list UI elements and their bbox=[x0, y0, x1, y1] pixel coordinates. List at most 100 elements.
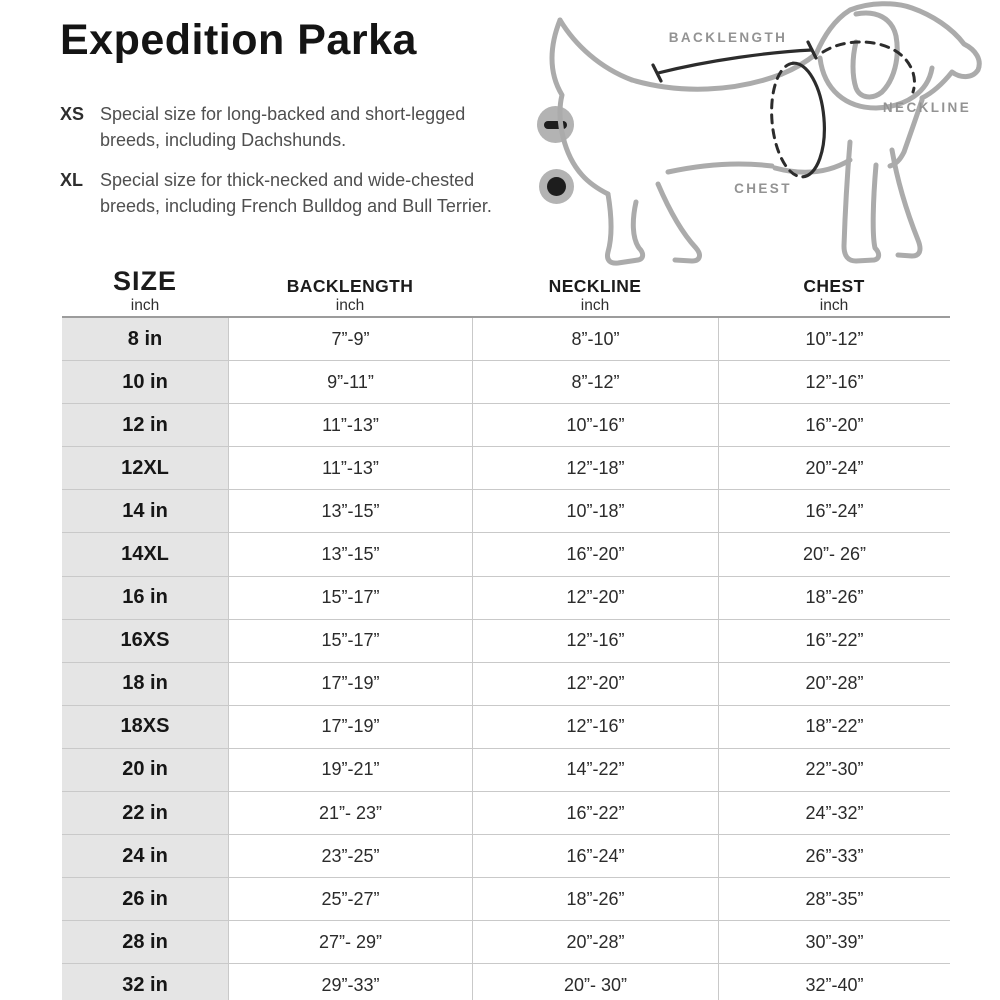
table-row: 12 in 11”-13” 10”-16” 16”-20” bbox=[62, 403, 950, 447]
column-header-chest-label: CHEST bbox=[803, 276, 865, 296]
column-header-size-unit: inch bbox=[130, 297, 160, 314]
size-cell: 26 in bbox=[62, 878, 228, 921]
table-row: 22 in 21”- 23” 16”-22” 24”-32” bbox=[62, 791, 950, 835]
column-header-chest: CHEST inch bbox=[718, 276, 950, 318]
table-row: 20 in 19”-21” 14”-22” 22”-30” bbox=[62, 747, 950, 792]
neckline-cell: 16”-24” bbox=[472, 835, 718, 878]
table-row: 8 in 7”-9” 8”-10” 10”-12” bbox=[62, 318, 950, 361]
neckline-cell: 12”-18” bbox=[472, 447, 718, 490]
neckline-cell: 8”-10” bbox=[472, 318, 718, 361]
size-cell: 16XS bbox=[62, 619, 228, 662]
dog-outline bbox=[549, 1, 982, 266]
table-row: 18XS 17”-19” 12”-16” 18”-22” bbox=[62, 704, 950, 748]
size-cell: 28 in bbox=[62, 921, 228, 964]
size-cell: 24 in bbox=[62, 835, 228, 878]
table-row: 26 in 25”-27” 18”-26” 28”-35” bbox=[62, 877, 950, 921]
backlength-tick-right bbox=[806, 40, 818, 60]
column-header-neckline-label: NECKLINE bbox=[548, 276, 642, 296]
backlength-cell: 11”-13” bbox=[228, 447, 472, 490]
neckline-cell: 20”- 30” bbox=[472, 964, 718, 1000]
note-xs-label: XS bbox=[60, 104, 85, 124]
table-row: 28 in 27”- 29” 20”-28” 30”-39” bbox=[62, 920, 950, 964]
chest-cell: 28”-35” bbox=[718, 878, 950, 921]
note-xl: XL Special size for thick-necked and wid… bbox=[60, 167, 530, 219]
neckline-cell: 12”-20” bbox=[472, 576, 718, 619]
flat-measurement-icon bbox=[537, 106, 574, 143]
size-cell: 32 in bbox=[62, 964, 228, 1000]
chest-cell: 20”-28” bbox=[718, 662, 950, 705]
backlength-cell: 9”-11” bbox=[228, 361, 472, 404]
size-cell: 18 in bbox=[62, 662, 228, 705]
backlength-cell: 27”- 29” bbox=[228, 921, 472, 964]
backlength-tick-left bbox=[651, 63, 663, 83]
backlength-cell: 21”- 23” bbox=[228, 792, 472, 835]
size-cell: 16 in bbox=[62, 576, 228, 619]
table-row: 10 in 9”-11” 8”-12” 12”-16” bbox=[62, 360, 950, 404]
backlength-cell: 17”-19” bbox=[228, 662, 472, 705]
table-row: 18 in 17”-19” 12”-20” 20”-28” bbox=[62, 661, 950, 705]
neckline-dashed-arc bbox=[821, 40, 916, 94]
dot-glyph bbox=[547, 177, 566, 196]
size-cell: 14 in bbox=[62, 490, 228, 533]
size-cell: 20 in bbox=[62, 748, 228, 792]
column-header-neckline: NECKLINE inch bbox=[472, 276, 718, 318]
chest-girth-ellipse bbox=[770, 61, 826, 179]
chest-cell: 22”-30” bbox=[718, 748, 950, 792]
backlength-cell: 17”-19” bbox=[228, 705, 472, 748]
note-xs-text: Special size for long-backed and short-l… bbox=[100, 104, 466, 151]
size-cell: 10 in bbox=[62, 361, 228, 404]
neckline-cell: 20”-28” bbox=[472, 921, 718, 964]
chest-cell: 20”-24” bbox=[718, 447, 950, 490]
chest-cell: 18”-22” bbox=[718, 705, 950, 748]
column-header-neckline-unit: inch bbox=[580, 297, 610, 314]
size-cell: 12XL bbox=[62, 447, 228, 490]
table-row: 14 in 13”-15” 10”-18” 16”-24” bbox=[62, 489, 950, 533]
neckline-cell: 10”-18” bbox=[472, 490, 718, 533]
dog-diagram: BACKLENGTH NECKLINE CHEST bbox=[520, 0, 1000, 270]
backlength-cell: 23”-25” bbox=[228, 835, 472, 878]
chest-cell: 10”-12” bbox=[718, 318, 950, 361]
table-row: 12XL 11”-13” 12”-18” 20”-24” bbox=[62, 446, 950, 490]
size-cell: 18XS bbox=[62, 705, 228, 748]
neckline-cell: 10”-16” bbox=[472, 404, 718, 447]
chest-cell: 30”-39” bbox=[718, 921, 950, 964]
backlength-cell: 29”-33” bbox=[228, 964, 472, 1000]
column-header-backlength-label: BACKLENGTH bbox=[286, 276, 414, 296]
backlength-cell: 19”-21” bbox=[228, 748, 472, 792]
size-table-body: 8 in 7”-9” 8”-10” 10”-12” 10 in 9”-11” 8”-12” 1… bbox=[62, 316, 950, 1000]
neckline-cell: 16”-20” bbox=[472, 533, 718, 576]
neckline-cell: 8”-12” bbox=[472, 361, 718, 404]
size-cell: 22 in bbox=[62, 792, 228, 835]
backlength-diagram-label: BACKLENGTH bbox=[669, 30, 788, 45]
chest-diagram-label: CHEST bbox=[734, 181, 792, 196]
neckline-cell: 14”-22” bbox=[472, 748, 718, 792]
backlength-cell: 25”-27” bbox=[228, 878, 472, 921]
page-title: Expedition Parka bbox=[60, 16, 417, 64]
neckline-cell: 18”-26” bbox=[472, 878, 718, 921]
size-cell: 12 in bbox=[62, 404, 228, 447]
column-header-backlength: BACKLENGTH inch bbox=[228, 276, 472, 318]
chest-cell: 24”-32” bbox=[718, 792, 950, 835]
backlength-cell: 13”-15” bbox=[228, 490, 472, 533]
neckline-cell: 12”-20” bbox=[472, 662, 718, 705]
size-table-header: SIZE inch BACKLENGTH inch NECKLINE inch … bbox=[62, 266, 950, 316]
column-header-size: SIZE inch bbox=[62, 266, 228, 318]
column-header-chest-unit: inch bbox=[819, 297, 849, 314]
table-row: 14XL 13”-15” 16”-20” 20”- 26” bbox=[62, 532, 950, 576]
size-cell: 14XL bbox=[62, 533, 228, 576]
chest-cell: 18”-26” bbox=[718, 576, 950, 619]
table-row: 16 in 15”-17” 12”-20” 18”-26” bbox=[62, 575, 950, 619]
note-xs: XS Special size for long-backed and shor… bbox=[60, 101, 530, 153]
backlength-cell: 15”-17” bbox=[228, 576, 472, 619]
chest-cell: 32”-40” bbox=[718, 964, 950, 1000]
neckline-cell: 12”-16” bbox=[472, 619, 718, 662]
backlength-cell: 11”-13” bbox=[228, 404, 472, 447]
neckline-diagram-label: NECKLINE bbox=[883, 100, 971, 115]
column-header-size-label: SIZE bbox=[112, 266, 177, 296]
backlength-measure-line bbox=[656, 48, 814, 75]
neckline-cell: 16”-22” bbox=[472, 792, 718, 835]
note-xl-text: Special size for thick-necked and wide-c… bbox=[100, 170, 492, 217]
size-table: SIZE inch BACKLENGTH inch NECKLINE inch … bbox=[62, 266, 950, 1000]
size-cell: 8 in bbox=[62, 318, 228, 361]
table-row: 16XS 15”-17” 12”-16” 16”-22” bbox=[62, 618, 950, 662]
